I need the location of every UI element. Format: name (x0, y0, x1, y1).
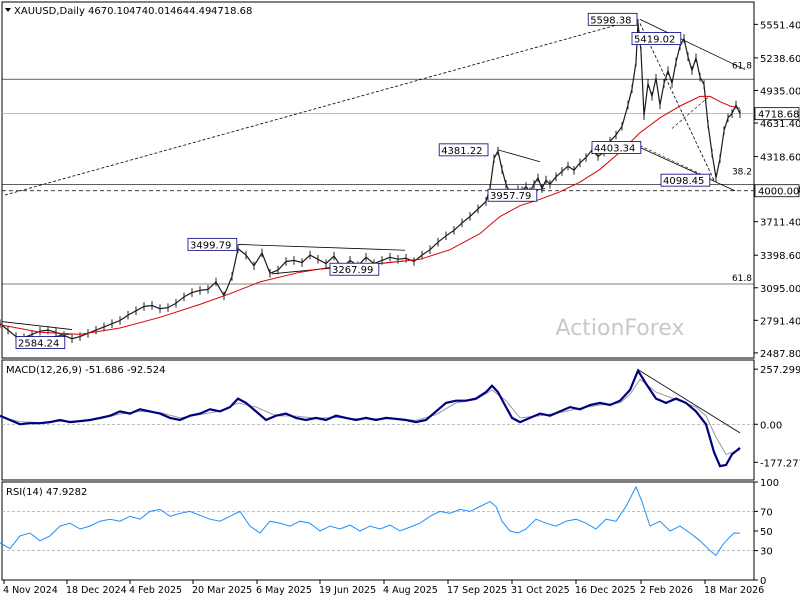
current-price-label: 4718.68 (758, 110, 799, 121)
x-tick-label: 31 Oct 2025 (511, 585, 570, 596)
price-tick-label: 3398.60 (760, 251, 800, 262)
channel-bottom-right (639, 147, 736, 192)
price-tick-label: 3711.40 (760, 218, 800, 229)
macd-trend-line (637, 369, 741, 434)
triangle-top-mid (237, 244, 406, 251)
fib-label: 61.8 (732, 274, 752, 284)
decline-projection-line (639, 23, 715, 181)
dropdown-icon (5, 8, 11, 12)
ohlc-close: 4718.68 (211, 6, 252, 17)
rsi-layer: RSI(14) 47.9282 100 70 50 30 0 (0, 478, 779, 587)
annotation-label: 4381.22 (441, 146, 482, 157)
annotation-label: 3499.79 (190, 240, 231, 251)
rsi-tick-label: 50 (760, 527, 773, 538)
annotation-label: 3957.79 (490, 191, 531, 202)
annotation-label: 4098.45 (663, 176, 704, 187)
x-tick-label: 18 Mar 2026 (704, 585, 764, 596)
price-annotation-5: 3957.79 (487, 188, 538, 202)
price-tick-label: 4631.40 (760, 119, 800, 130)
price-annotation-7: 3267.99 (329, 262, 380, 276)
x-tick-label: 6 May 2025 (256, 585, 312, 596)
rebound-projection-line (671, 97, 709, 129)
ohlc-high: 4740.01 (129, 6, 170, 17)
rsi-panel (1, 481, 755, 581)
price-annotation-8: 2584.24 (15, 336, 66, 350)
price-annotation-4: 4098.45 (660, 173, 711, 187)
x-tick-label: 20 Mar 2025 (192, 585, 252, 596)
x-tick-label: 4 Aug 2025 (383, 585, 438, 596)
price-tick-label: 3095.00 (760, 284, 800, 295)
watermark: ActionForex (556, 316, 685, 341)
price-annotation-3: 4403.34 (591, 141, 642, 154)
price-tick-label: 5238.60 (760, 54, 800, 65)
price-panel (1, 1, 755, 359)
macd-tick-label: -177.277 (760, 458, 800, 469)
ohlc-low: 4644.49 (170, 6, 211, 17)
annotation-label: 3267.99 (332, 265, 373, 276)
x-tick-label: 18 Dec 2024 (66, 585, 127, 596)
fib-label: 38.2 (732, 168, 752, 178)
rsi-tick-label: 70 (760, 507, 773, 518)
x-tick-label: 2 Feb 2026 (640, 585, 693, 596)
rsi-tick-label: 30 (760, 547, 773, 558)
price-tick-label: 4935.00 (760, 86, 800, 97)
rsi-tick-label: 100 (760, 478, 779, 489)
x-tick-label: 4 Feb 2025 (129, 585, 182, 596)
macd-title: MACD(12,26,9) -51.686 -92.524 (6, 365, 166, 376)
level-label: 4000.00 (758, 187, 799, 198)
price-tick-label: 2487.80 (760, 349, 800, 360)
price-tick-label: 2791.40 (760, 316, 800, 327)
annotation-label: 5419.02 (634, 35, 675, 46)
level-box (754, 184, 800, 198)
fib-label: 61.8 (732, 61, 752, 71)
x-tick-label: 17 Sep 2025 (447, 585, 507, 596)
annotation-label: 5598.38 (590, 15, 631, 26)
x-tick-label: 16 Dec 2025 (575, 585, 636, 596)
annotation-label: 4403.34 (594, 143, 635, 154)
x-axis: 4 Nov 2024 18 Dec 2024 4 Feb 2025 20 Mar 20… (3, 580, 764, 596)
chart-title: XAUUSD,Daily (14, 6, 85, 17)
price-tick-label: 5551.40 (760, 20, 800, 31)
annotation-label: 2584.24 (18, 339, 59, 350)
rsi-title: RSI(14) 47.9282 (6, 487, 87, 498)
macd-line (0, 368, 741, 468)
channel-top-right (639, 19, 746, 70)
triangle-top-left (1, 321, 73, 330)
moving-average (0, 95, 741, 335)
price-tick-label: 4318.60 (760, 153, 800, 164)
x-tick-label: 4 Nov 2024 (3, 585, 58, 596)
ohlc-open: 4670.10 (88, 6, 129, 17)
macd-tick-label: 257.299 (760, 365, 800, 376)
x-tick-label: 19 Jun 2025 (319, 585, 376, 596)
decline-projection-line-2 (639, 145, 715, 181)
macd-tick-label: 0.00 (760, 420, 782, 431)
current-price-box (754, 107, 800, 121)
price-annotation-2: 4381.22 (438, 143, 489, 157)
price-series (0, 23, 741, 340)
long-trend-line (4, 18, 638, 196)
price-annotation-0: 5598.38 (587, 12, 638, 26)
price-annotation-6: 3499.79 (187, 237, 238, 251)
rsi-tick-label: 0 (760, 576, 766, 587)
rsi-line (0, 485, 741, 557)
triangle-top-oct (497, 149, 541, 163)
macd-layer: MACD(12,26,9) -51.686 -92.524 257.299 0.00… (0, 365, 800, 469)
price-annotation-1: 5419.02 (631, 32, 682, 46)
